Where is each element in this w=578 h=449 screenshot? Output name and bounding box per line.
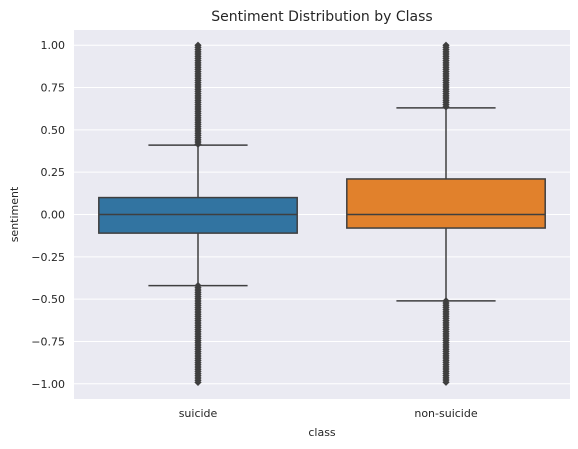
x-axis-label: class bbox=[308, 426, 336, 439]
x-tick-labels: suicide non-suicide bbox=[179, 407, 478, 420]
y-axis-label: sentiment bbox=[8, 186, 21, 242]
outlier-point bbox=[442, 378, 450, 386]
gridlines bbox=[74, 44, 570, 385]
y-tick-label: 0.25 bbox=[41, 166, 66, 179]
box-non-suicide bbox=[346, 41, 546, 386]
box-iqr bbox=[346, 178, 546, 229]
y-tick-label: 0.00 bbox=[41, 209, 66, 222]
y-tick-label: −1.00 bbox=[31, 378, 65, 391]
x-tick-label: non-suicide bbox=[414, 407, 477, 420]
boxes bbox=[98, 41, 546, 387]
y-tick-label: −0.25 bbox=[31, 251, 65, 264]
y-tick-label: 0.75 bbox=[41, 82, 66, 95]
y-tick-label: 0.50 bbox=[41, 124, 66, 137]
box-suicide bbox=[98, 41, 298, 387]
chart-title: Sentiment Distribution by Class bbox=[211, 9, 432, 25]
box-iqr bbox=[98, 196, 298, 234]
outliers bbox=[194, 41, 202, 387]
y-tick-labels: −1.00 −0.75 −0.50 −0.25 0.00 0.25 0.50 0.75 1.00 bbox=[31, 39, 65, 391]
y-tick-label: −0.50 bbox=[31, 293, 65, 306]
outliers bbox=[442, 41, 450, 386]
y-tick-label: 1.00 bbox=[41, 39, 66, 52]
y-tick-label: −0.75 bbox=[31, 335, 65, 348]
outlier-point bbox=[194, 378, 202, 387]
x-tick-label: suicide bbox=[179, 407, 218, 420]
